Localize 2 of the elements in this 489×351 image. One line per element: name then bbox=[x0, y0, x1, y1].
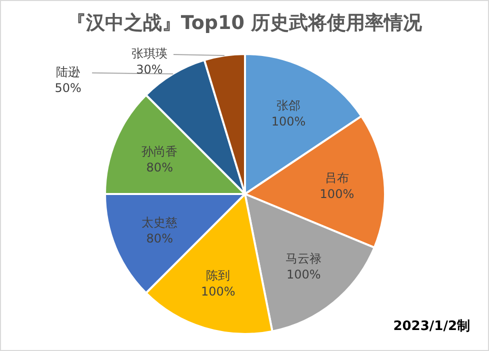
annotation: 2023/1/2制 bbox=[393, 319, 470, 334]
title: 『汉中之战』Top10 历史武将使用率情况 bbox=[66, 12, 422, 34]
